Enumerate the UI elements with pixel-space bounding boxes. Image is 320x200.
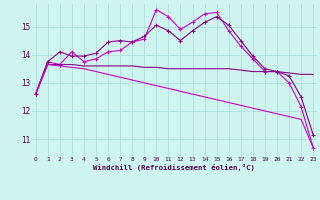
X-axis label: Windchill (Refroidissement éolien,°C): Windchill (Refroidissement éolien,°C)	[93, 164, 255, 171]
